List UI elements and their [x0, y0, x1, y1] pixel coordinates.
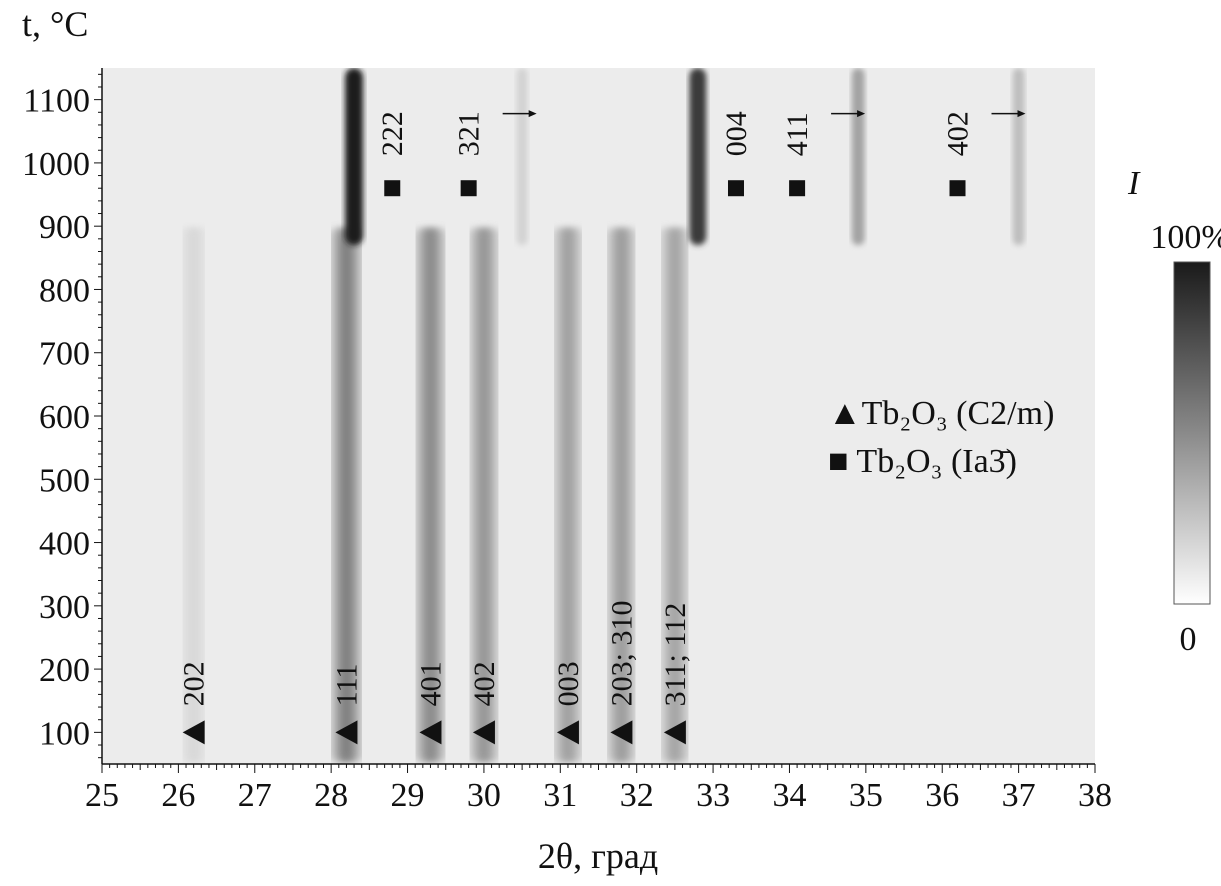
- intensity-streak-202: [185, 226, 202, 764]
- legend-entry-c2m: ▲Tb₂O₃ (C2/m): [828, 395, 1054, 432]
- peak-label: 311; 112: [659, 603, 692, 707]
- colorbar-max-label: 100%: [1150, 219, 1221, 256]
- triangle-marker: [419, 720, 442, 745]
- x-axis-title: 2θ, град: [538, 836, 658, 876]
- x-tick-label: 31: [543, 777, 577, 814]
- y-tick-label: 600: [39, 399, 90, 436]
- y-tick-label: 500: [39, 462, 90, 499]
- y-tick-label: 900: [39, 209, 90, 246]
- intensity-streak-402: [473, 226, 495, 764]
- y-tick-label: 400: [39, 526, 90, 563]
- triangle-marker: [182, 720, 205, 745]
- peak-label: 411: [781, 112, 814, 156]
- y-axis-title: t, °C: [22, 4, 88, 44]
- phase-markers: [182, 180, 966, 745]
- x-tick-label: 35: [849, 777, 883, 814]
- x-tick-label: 29: [391, 777, 425, 814]
- intensity-streak-311-112: [665, 226, 685, 764]
- intensity-streak-402: [1012, 68, 1025, 246]
- x-tick-label: 33: [696, 777, 730, 814]
- intensity-streak-003: [558, 226, 578, 764]
- legend-entry-ia3: ■ Tb₂O₃ (Ia3̄): [828, 443, 1017, 480]
- colorbar-min-label: 0: [1180, 621, 1197, 658]
- plot-background: [102, 68, 1095, 764]
- square-marker: [949, 180, 966, 197]
- x-tick-label: 28: [314, 777, 348, 814]
- y-tick-label: 100: [39, 715, 90, 752]
- x-tick-label: 26: [161, 777, 195, 814]
- triangle-marker: [610, 720, 633, 745]
- x-tick-label: 34: [772, 777, 806, 814]
- colorbar: I 100% 0: [1127, 165, 1221, 658]
- intensity-streak-111: [335, 226, 358, 764]
- y-tick-label: 1100: [23, 83, 90, 120]
- y-tick-label: 700: [39, 336, 90, 373]
- intensity-streak-004: [689, 68, 707, 246]
- x-tick-label: 25: [85, 777, 119, 814]
- legend: ▲Tb₂O₃ (C2/m) ■ Tb₂O₃ (Ia3̄): [828, 395, 1054, 480]
- triangle-marker: [556, 720, 579, 745]
- peak-label: 321: [453, 111, 486, 156]
- peak-label: 004: [720, 111, 753, 156]
- triangle-marker: [472, 720, 495, 745]
- square-marker: [789, 180, 806, 197]
- intensity-streak-411: [851, 68, 865, 246]
- triangle-marker: [663, 720, 686, 745]
- triangle-marker: [335, 720, 358, 745]
- shift-arrow-head: [528, 110, 537, 118]
- colorbar-title: I: [1127, 165, 1141, 202]
- intensity-streak-401: [419, 226, 441, 764]
- shift-arrow-head: [1017, 110, 1026, 118]
- intensity-map: [185, 68, 1025, 764]
- x-tick-label: 38: [1078, 777, 1112, 814]
- peak-label: 402: [468, 661, 501, 706]
- peak-label: 402: [942, 111, 975, 156]
- y-tick-label: 800: [39, 272, 90, 309]
- axes: 25 26 27 28 29 30 31 32 33 34 35 36 37 38 100 200 300 400…: [22, 68, 1112, 814]
- peak-label: 222: [376, 111, 409, 156]
- peak-label: 203; 310: [605, 601, 638, 707]
- intensity-streak-321: [516, 68, 528, 246]
- peak-label: 003: [552, 661, 585, 706]
- intensity-streak-203-310: [611, 226, 632, 764]
- y-tick-label: 300: [39, 589, 90, 626]
- x-tick-label: 32: [620, 777, 654, 814]
- square-marker: [727, 180, 744, 197]
- x-tick-label: 36: [925, 777, 959, 814]
- y-tick-label: 200: [39, 652, 90, 689]
- peak-labels: 202 111 401 402 003 203; 310 311; 112 222 321 004…: [178, 110, 1026, 706]
- x-tick-label: 37: [1002, 777, 1036, 814]
- peak-label: 202: [178, 661, 211, 706]
- x-tick-label: 27: [238, 777, 272, 814]
- x-tick-label: 30: [467, 777, 501, 814]
- y-tick-label: 1000: [22, 146, 90, 183]
- colorbar-gradient: [1173, 261, 1211, 605]
- square-marker: [384, 180, 401, 197]
- peak-label: 401: [414, 661, 447, 706]
- shift-arrow-head: [857, 110, 866, 118]
- square-marker: [460, 180, 477, 197]
- peak-label: 111: [330, 664, 363, 707]
- intensity-streak-222: [345, 68, 364, 246]
